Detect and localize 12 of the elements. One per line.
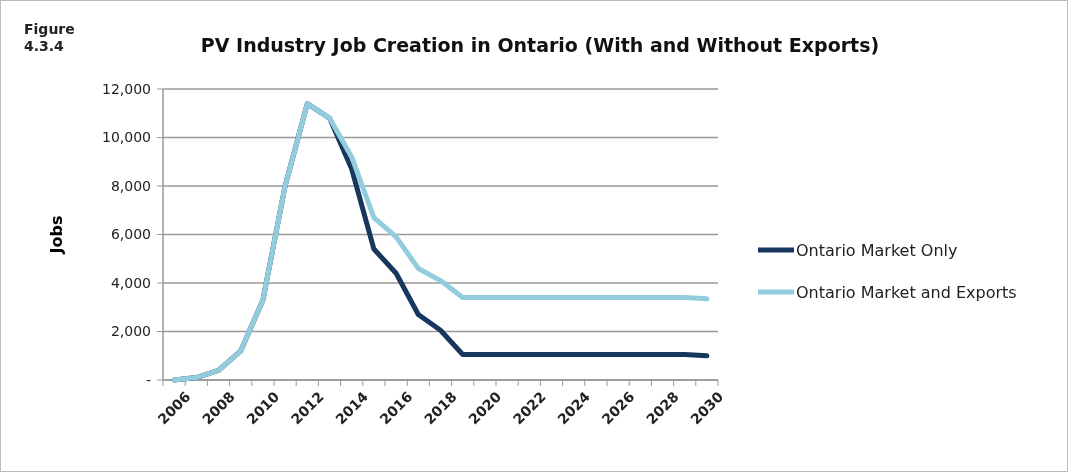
legend-label: Ontario Market Only xyxy=(796,240,958,260)
caption: Figure 4.3.4 xyxy=(24,21,75,54)
chart-title: PV Industry Job Creation in Ontario (With and Without Exports) xyxy=(200,34,880,56)
y-axis-title: Jobs xyxy=(47,215,66,255)
y-tick-label: 4,000 xyxy=(110,274,151,291)
y-tick-label: - xyxy=(145,371,151,388)
y-tick-label: 2,000 xyxy=(110,323,151,340)
y-tick-label: 6,000 xyxy=(110,226,151,243)
legend-label: Ontario Market and Exports xyxy=(796,282,1017,302)
y-tick-label: 12,000 xyxy=(102,80,151,97)
y-tick-label: 10,000 xyxy=(102,129,151,146)
y-tick-label: 8,000 xyxy=(110,177,151,194)
